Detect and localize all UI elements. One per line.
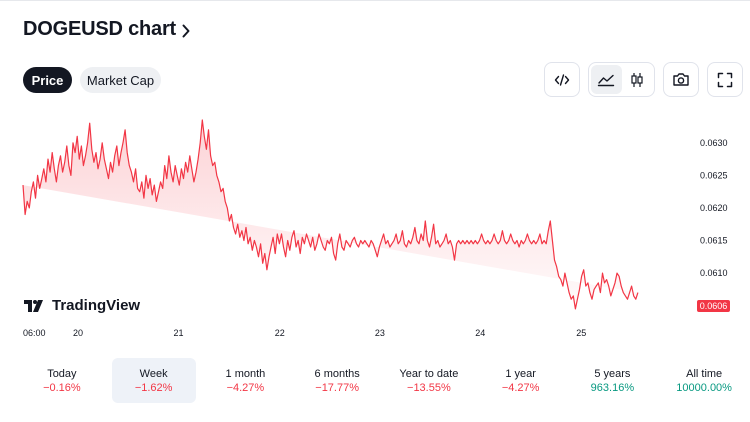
x-tick-label: 21: [173, 328, 183, 338]
period-change-value: 10000.00%: [676, 381, 732, 394]
y-tick-label: 0.0630: [700, 138, 728, 148]
y-tick-label: 0.0615: [700, 236, 728, 246]
period-change-value: −1.62%: [134, 381, 173, 394]
snapshot-button[interactable]: [665, 65, 697, 94]
chart-style-group: [588, 62, 655, 97]
period-label: All time: [686, 367, 723, 380]
period-change-value: −4.27%: [226, 381, 265, 394]
period-label: Week: [139, 367, 168, 380]
period-change-value: −13.55%: [407, 381, 451, 394]
candles-button[interactable]: [622, 65, 653, 94]
area-chart-button[interactable]: [591, 65, 622, 94]
period-week[interactable]: Week −1.62%: [111, 358, 196, 403]
period-label: 1 month: [225, 367, 266, 380]
chart-title-link[interactable]: DOGEUSD chart: [23, 18, 190, 41]
snapshot-button-group: [663, 62, 699, 97]
period-label: Today: [47, 367, 77, 380]
period-all-time[interactable]: All time 10000.00%: [658, 358, 750, 403]
period-label: 1 year: [505, 367, 536, 380]
period-label: Year to date: [399, 367, 459, 380]
period-change-value: 963.16%: [590, 381, 635, 394]
performance-periods: Today −0.16% Week −1.62% 1 month −4.27% 6 mont…: [16, 358, 750, 403]
x-tick-label: 24: [475, 328, 485, 338]
period-year-to-date[interactable]: Year to date −13.55%: [383, 358, 475, 403]
period-today[interactable]: Today −0.16%: [16, 358, 108, 403]
price-line: [22, 119, 639, 310]
period-5-years[interactable]: 5 years 963.16%: [567, 358, 659, 403]
area-chart-icon: [598, 74, 615, 86]
candles-icon: [631, 72, 643, 87]
tradingview-logo-text: TradingView: [52, 297, 141, 314]
chevron-right-icon: [182, 24, 190, 37]
fullscreen-icon: [717, 72, 733, 87]
period-change-value: −17.77%: [315, 381, 359, 394]
embed-button-group: [544, 62, 580, 97]
tradingview-logo[interactable]: TradingView: [24, 297, 140, 314]
last-price-tag: 0.0606: [697, 300, 730, 312]
period-label: 5 years: [594, 367, 631, 380]
price-toggle[interactable]: Price: [23, 67, 72, 93]
period-1-year[interactable]: 1 year −4.27%: [475, 358, 567, 403]
period-change-value: −4.27%: [501, 381, 540, 394]
page-title: DOGEUSD chart: [23, 18, 176, 40]
fullscreen-button-group: [707, 62, 743, 97]
market-cap-toggle[interactable]: Market Cap: [80, 67, 161, 93]
period-change-value: −0.16%: [43, 381, 81, 394]
period-label: 6 months: [314, 367, 360, 380]
period-6-months[interactable]: 6 months −17.77%: [291, 358, 383, 403]
embed-icon: [554, 73, 570, 86]
x-tick-label: 06:00: [23, 328, 46, 338]
camera-icon: [673, 73, 689, 86]
period-1-month[interactable]: 1 month −4.27%: [200, 358, 292, 403]
x-tick-label: 25: [576, 328, 586, 338]
x-tick-label: 22: [275, 328, 285, 338]
x-tick-label: 20: [73, 328, 83, 338]
y-tick-label: 0.0620: [700, 203, 728, 213]
fullscreen-button[interactable]: [709, 65, 741, 94]
y-tick-label: 0.0625: [700, 170, 728, 180]
tradingview-logo-icon: [24, 299, 43, 312]
y-tick-label: 0.0610: [700, 268, 728, 278]
embed-button[interactable]: [546, 65, 578, 94]
price-area-fill: [23, 120, 638, 309]
top-divider: [0, 0, 750, 1]
x-tick-label: 23: [375, 328, 385, 338]
